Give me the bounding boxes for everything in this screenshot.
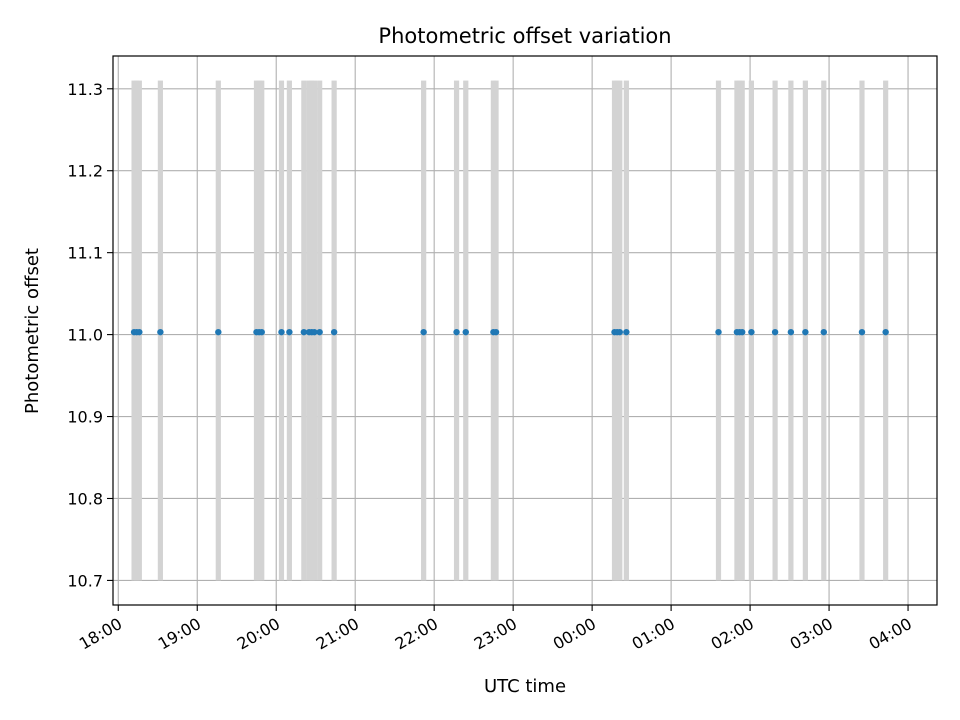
data-point (258, 328, 265, 336)
data-point (215, 328, 222, 336)
y-axis: 10.7 10.8 10.9 11.0 11.1 11.2 11.3 (67, 80, 113, 590)
data-point (278, 328, 285, 336)
data-point (616, 328, 623, 336)
data-point (492, 328, 500, 336)
data-point (787, 328, 795, 336)
data-point (715, 328, 722, 336)
data-point (748, 328, 755, 336)
plot-area-frame (112, 55, 938, 606)
data-point (420, 328, 427, 336)
data-point (623, 328, 630, 336)
data-point (882, 328, 889, 336)
y-tick-label: 11.1 (67, 244, 103, 263)
y-tick-label: 11.0 (67, 326, 103, 345)
data-point (802, 328, 809, 336)
data-point (136, 328, 143, 336)
y-tick-label: 10.8 (67, 489, 103, 508)
data-point (157, 328, 164, 336)
data-point (771, 328, 779, 336)
data-point (462, 328, 469, 336)
data-point (820, 328, 827, 336)
data-point (286, 328, 293, 336)
y-tick-label: 10.9 (67, 408, 103, 427)
data-point (311, 328, 318, 336)
data-point (858, 328, 866, 336)
data-point (738, 328, 746, 336)
data-point (330, 328, 338, 336)
y-axis-title: Photometric offset (22, 248, 43, 414)
grid (113, 56, 937, 605)
points-layer (130, 328, 889, 336)
y-tick-label: 10.7 (67, 571, 103, 590)
data-point (453, 328, 460, 336)
data-point (316, 328, 323, 336)
chart-title: Photometric offset variation (378, 24, 671, 48)
x-axis-title: UTC time (484, 676, 566, 697)
data-point (300, 328, 308, 336)
y-tick-label: 11.2 (67, 162, 103, 181)
y-tick-label: 11.3 (67, 80, 103, 99)
